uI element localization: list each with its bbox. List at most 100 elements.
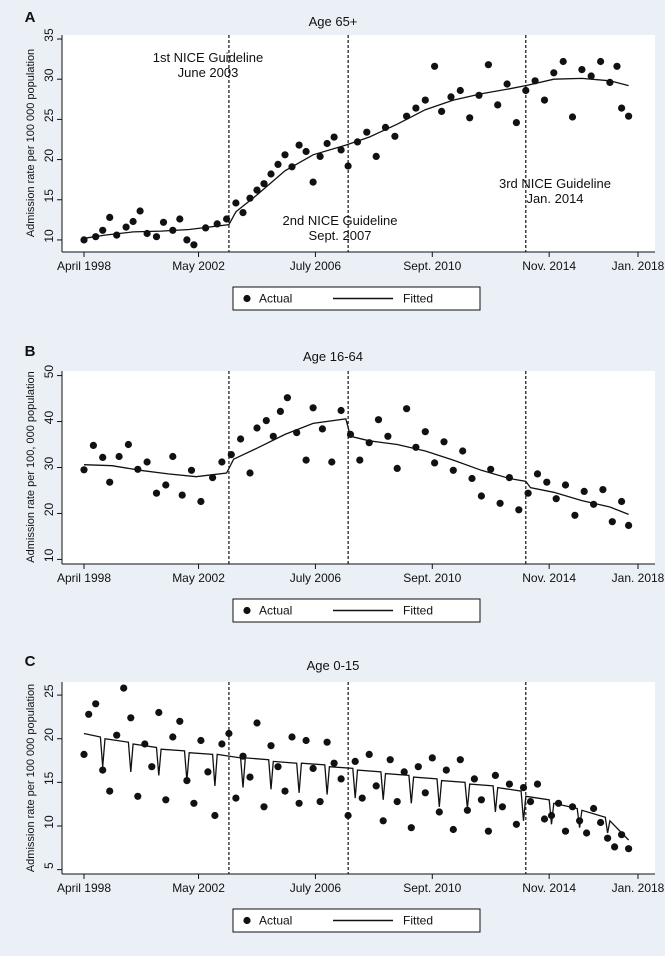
- actual-point: [218, 740, 226, 748]
- actual-point: [459, 447, 467, 455]
- actual-point: [421, 789, 429, 797]
- actual-point: [571, 511, 579, 519]
- panel-b: B Age 16-64 Admission rate per 100, 000 po…: [25, 343, 665, 623]
- actual-point: [99, 766, 107, 774]
- x-tick-label: Jan. 2018: [612, 259, 665, 273]
- actual-point: [183, 236, 191, 244]
- actual-point: [204, 768, 212, 776]
- actual-point: [484, 61, 492, 69]
- actual-point: [99, 453, 107, 461]
- legend-label-actual: Actual: [259, 604, 292, 618]
- actual-point: [456, 86, 464, 95]
- actual-point: [498, 803, 506, 811]
- actual-point: [302, 456, 310, 464]
- actual-point: [487, 465, 495, 473]
- panel-label: A: [25, 9, 36, 26]
- actual-point: [358, 794, 366, 802]
- plot-area: [62, 371, 655, 564]
- actual-point: [211, 811, 219, 820]
- actual-point: [169, 452, 177, 461]
- actual-point: [302, 736, 310, 745]
- actual-point: [262, 417, 270, 425]
- actual-point: [580, 487, 588, 495]
- actual-point: [468, 474, 476, 483]
- actual-point: [496, 499, 504, 507]
- y-tick-label: 20: [42, 149, 56, 163]
- actual-point: [330, 759, 338, 767]
- guideline-annotation: Sept. 2007: [309, 228, 372, 243]
- legend-label-fitted: Fitted: [403, 292, 433, 306]
- actual-point: [386, 756, 394, 764]
- actual-point: [237, 435, 245, 443]
- actual-point: [218, 458, 226, 466]
- actual-point: [267, 742, 275, 750]
- actual-point: [253, 719, 261, 727]
- actual-point: [227, 451, 235, 459]
- actual-point: [283, 394, 291, 402]
- actual-point: [80, 750, 88, 759]
- y-axis-label: Admission rate per 100 000 population: [25, 684, 37, 872]
- actual-point: [337, 146, 345, 154]
- x-tick-label: May 2002: [172, 259, 225, 273]
- actual-point: [309, 404, 317, 412]
- actual-point: [559, 57, 567, 66]
- actual-point: [449, 825, 457, 834]
- actual-point: [253, 424, 261, 432]
- y-tick-label: 30: [42, 457, 56, 471]
- actual-point: [148, 763, 156, 771]
- actual-point: [613, 62, 621, 70]
- chart-title: Age 65+: [309, 14, 358, 29]
- actual-point: [80, 466, 88, 474]
- actual-point: [176, 215, 184, 223]
- panel-label: B: [25, 343, 36, 360]
- actual-point: [428, 754, 436, 762]
- actual-point: [267, 170, 275, 178]
- actual-point: [269, 432, 277, 440]
- actual-point: [106, 787, 114, 795]
- actual-point: [232, 794, 240, 802]
- actual-point: [407, 824, 415, 832]
- guideline-annotation: Jan. 2014: [526, 191, 583, 206]
- actual-point: [393, 464, 401, 472]
- actual-point: [106, 213, 114, 221]
- actual-point: [431, 459, 439, 467]
- x-tick-label: Nov. 2014: [522, 881, 576, 895]
- actual-point: [484, 827, 492, 835]
- actual-point: [606, 78, 614, 86]
- x-tick-label: Jan. 2018: [612, 571, 665, 585]
- actual-point: [393, 798, 401, 806]
- actual-point: [524, 489, 532, 497]
- actual-point: [543, 478, 551, 486]
- actual-point: [120, 684, 128, 692]
- actual-point: [491, 771, 499, 780]
- actual-point: [274, 763, 282, 771]
- actual-point: [625, 521, 633, 530]
- x-tick-label: May 2002: [172, 881, 225, 895]
- actual-point: [505, 780, 513, 788]
- actual-point: [155, 708, 163, 717]
- actual-point: [414, 763, 422, 771]
- actual-point: [440, 438, 448, 446]
- actual-point: [323, 738, 331, 746]
- actual-point: [477, 796, 485, 804]
- actual-point: [253, 186, 261, 194]
- actual-point: [288, 733, 296, 741]
- actual-point: [470, 775, 478, 783]
- legend-label-actual: Actual: [259, 914, 292, 928]
- actual-point: [597, 57, 605, 66]
- actual-point: [403, 405, 411, 413]
- actual-point: [625, 845, 633, 853]
- actual-point: [466, 114, 474, 122]
- actual-point: [89, 441, 97, 449]
- y-tick-label: 10: [42, 815, 56, 829]
- actual-point: [599, 486, 607, 494]
- y-axis-label: Admission rate per 100, 000 population: [25, 371, 37, 562]
- actual-point: [618, 104, 626, 112]
- actual-point: [134, 792, 142, 800]
- y-tick-label: 20: [42, 502, 56, 516]
- actual-point: [122, 223, 130, 231]
- actual-point: [115, 452, 123, 461]
- actual-point: [400, 768, 408, 776]
- y-axis-label: Admission rate per 100 000 population: [25, 49, 37, 237]
- actual-point: [587, 72, 595, 80]
